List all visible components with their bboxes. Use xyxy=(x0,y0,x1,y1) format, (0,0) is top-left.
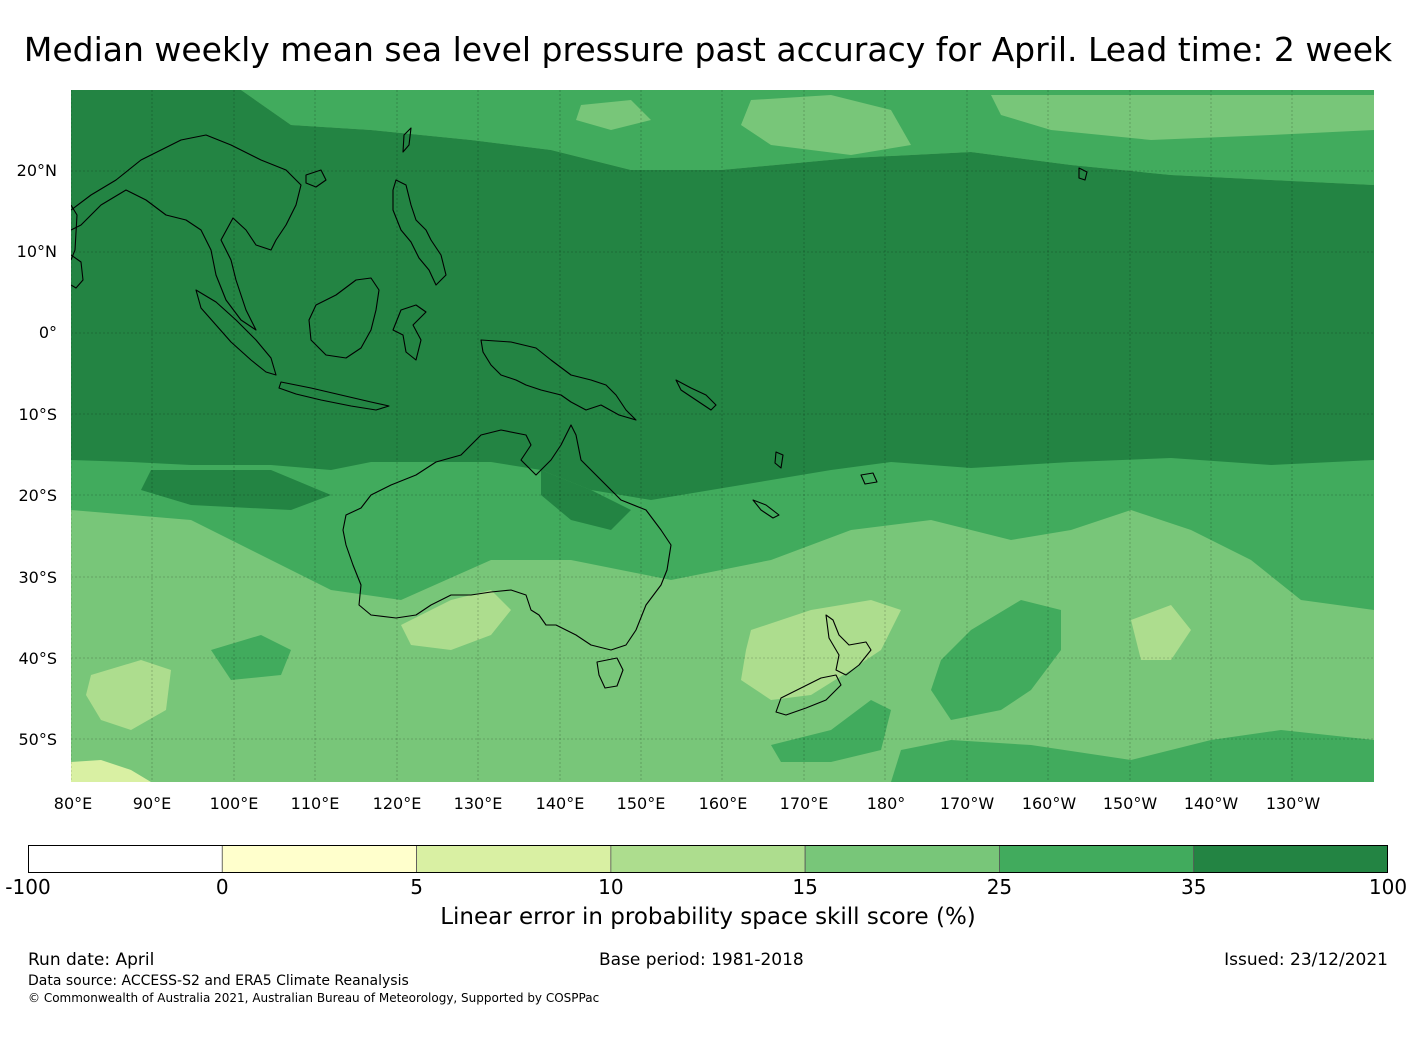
lat-label: 50°S xyxy=(18,730,57,749)
colorbar-tick-label: 0 xyxy=(215,875,229,899)
lon-label: 150°W xyxy=(1102,794,1158,813)
copyright-notice: © Commonwealth of Australia 2021, Austra… xyxy=(28,991,600,1005)
hawaii-coastline xyxy=(1078,167,1088,181)
borneo-coastline xyxy=(308,277,380,359)
skill-patch-15-25-north xyxy=(741,95,911,155)
lon-label: 150°E xyxy=(616,794,666,813)
skill-patch-15-25-north xyxy=(991,95,1374,140)
colorbar-swatch xyxy=(416,845,612,873)
colorbar-tick-label: 10 xyxy=(598,875,624,899)
skill-patch-25-35 xyxy=(931,600,1061,720)
skill-patch-25-35 xyxy=(211,635,291,680)
colorbar-tick-label: 25 xyxy=(986,875,1013,899)
fiji-coastline xyxy=(860,472,878,485)
graticule xyxy=(71,90,1374,782)
colorbar-tick-label: 35 xyxy=(1180,875,1207,899)
skill-zone-10-15-southwest xyxy=(86,660,171,730)
lat-label: 20°S xyxy=(18,486,57,505)
lon-label: 120°E xyxy=(372,794,422,813)
new-guinea-coastline xyxy=(480,339,637,421)
colorbar-swatch xyxy=(999,845,1195,873)
australia-coastline xyxy=(342,424,672,651)
lon-label: 170°W xyxy=(939,794,995,813)
lon-label: 140°E xyxy=(535,794,585,813)
skill-zone-25-35 xyxy=(71,430,1374,610)
colorbar-outline xyxy=(28,845,1388,873)
map-title: Median weekly mean sea level pressure pa… xyxy=(23,30,1393,69)
skill-zone-10-15-nz xyxy=(741,600,901,700)
base-period: Base period: 1981-2018 xyxy=(599,950,804,970)
new-zealand-south-island-coastline xyxy=(775,674,842,716)
lat-label: 30°S xyxy=(18,568,57,587)
hainan-coastline xyxy=(305,169,327,188)
sumatra-coastline xyxy=(195,289,277,376)
lon-label: 80°E xyxy=(53,794,93,813)
sulawesi-coastline xyxy=(392,304,427,361)
skill-zone-10-15-bight xyxy=(401,590,511,650)
lon-label: 160°W xyxy=(1021,794,1077,813)
lon-label: 180° xyxy=(866,794,906,813)
colorbar xyxy=(28,845,1388,873)
lon-label: 170°E xyxy=(779,794,829,813)
colorbar-tick-label: 100 xyxy=(1368,875,1408,899)
lat-label: 10°N xyxy=(16,242,57,261)
java-coastline xyxy=(278,381,390,411)
tasmania-coastline xyxy=(596,657,624,689)
lon-label: 130°E xyxy=(453,794,503,813)
skill-patch-35-100 xyxy=(141,470,331,510)
colorbar-tick-label: 5 xyxy=(410,875,423,899)
skill-score-map xyxy=(71,90,1374,782)
colorbar-swatch xyxy=(610,845,806,873)
solomon-islands-coastline xyxy=(675,379,717,411)
lon-label: 100°E xyxy=(209,794,259,813)
lon-label: 110°E xyxy=(290,794,340,813)
colorbar-swatch xyxy=(28,845,223,873)
skill-zone-10-15-east xyxy=(1131,605,1191,660)
india-tip-coastline xyxy=(71,204,78,261)
philippines-coastline xyxy=(392,179,447,286)
lat-label: 0° xyxy=(38,323,57,342)
colorbar-swatch xyxy=(1193,845,1388,873)
skill-zone-5-10-corner xyxy=(71,760,151,782)
lat-label: 40°S xyxy=(18,649,57,668)
indochina-coastline xyxy=(71,134,302,331)
data-source: Data source: ACCESS-S2 and ERA5 Climate … xyxy=(28,973,409,989)
lat-label: 20°N xyxy=(16,161,57,180)
colorbar-swatch xyxy=(221,845,417,873)
skill-patch-15-25-north xyxy=(576,100,651,130)
colorbar-swatch xyxy=(804,845,1000,873)
lat-label: 10°S xyxy=(18,405,57,424)
new-caledonia-coastline xyxy=(752,499,780,519)
skill-patch-25-35 xyxy=(891,730,1374,782)
vanuatu-coastline xyxy=(774,451,784,469)
issued-date: Issued: 23/12/2021 xyxy=(1224,950,1388,970)
lon-label: 140°W xyxy=(1183,794,1239,813)
run-date: Run date: April xyxy=(28,950,155,970)
lon-label: 160°E xyxy=(698,794,748,813)
new-zealand-north-island-coastline xyxy=(825,614,872,676)
colorbar-label: Linear error in probability space skill … xyxy=(440,904,976,930)
coastlines xyxy=(71,127,1088,716)
colorbar-tick-label: 15 xyxy=(792,875,818,899)
taiwan-coastline xyxy=(402,127,412,153)
lon-label: 90°E xyxy=(132,794,172,813)
lon-label: 130°W xyxy=(1265,794,1321,813)
colorbar-tick-label: -100 xyxy=(5,875,51,899)
skill-zone-35-100 xyxy=(71,90,1374,500)
skill-patch-25-35 xyxy=(771,700,891,762)
sri-lanka-coastline xyxy=(71,254,84,289)
skill-patch-35-100 xyxy=(541,470,631,530)
